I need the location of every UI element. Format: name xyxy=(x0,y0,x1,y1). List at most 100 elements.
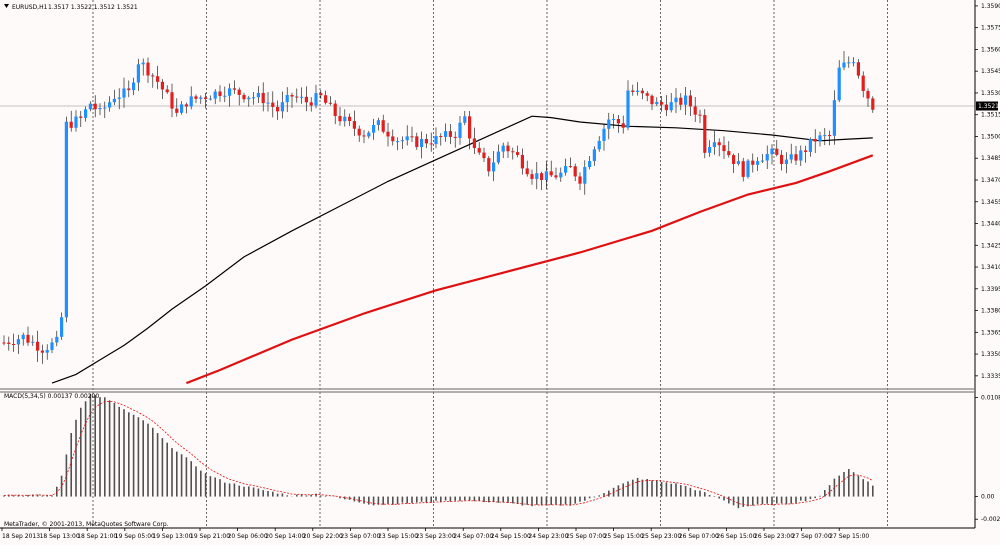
candle[interactable] xyxy=(261,82,265,112)
candle[interactable] xyxy=(660,95,664,112)
candle[interactable] xyxy=(420,131,424,159)
candle[interactable] xyxy=(837,60,841,103)
candle[interactable] xyxy=(583,160,587,195)
candle[interactable] xyxy=(372,118,376,140)
candle[interactable] xyxy=(732,153,736,173)
candle[interactable] xyxy=(607,112,611,140)
candle[interactable] xyxy=(26,326,30,346)
candle[interactable] xyxy=(487,156,491,177)
candle[interactable] xyxy=(112,89,116,106)
candle[interactable] xyxy=(45,344,49,360)
candle[interactable] xyxy=(60,312,64,340)
candle[interactable] xyxy=(746,159,750,179)
candle[interactable] xyxy=(117,88,121,110)
candle[interactable] xyxy=(352,110,356,136)
candle[interactable] xyxy=(693,96,697,122)
candle[interactable] xyxy=(184,102,188,114)
candle[interactable] xyxy=(842,51,846,71)
candle[interactable] xyxy=(16,334,20,354)
candle[interactable] xyxy=(194,94,198,104)
candle[interactable] xyxy=(218,85,222,102)
candle[interactable] xyxy=(12,333,16,352)
candle[interactable] xyxy=(756,157,760,172)
candle[interactable] xyxy=(741,157,745,182)
candle[interactable] xyxy=(828,130,832,146)
candle[interactable] xyxy=(530,169,534,185)
candle[interactable] xyxy=(50,338,54,354)
candle[interactable] xyxy=(439,133,443,146)
candle[interactable] xyxy=(525,160,529,177)
candle[interactable] xyxy=(621,115,625,134)
candle[interactable] xyxy=(727,141,731,158)
candle[interactable] xyxy=(698,109,702,123)
candle[interactable] xyxy=(266,91,270,112)
candle[interactable] xyxy=(304,86,308,112)
candle[interactable] xyxy=(564,158,568,176)
candle[interactable] xyxy=(127,80,131,98)
candle[interactable] xyxy=(453,131,457,148)
candle[interactable] xyxy=(549,160,553,177)
candle[interactable] xyxy=(165,85,169,94)
candle[interactable] xyxy=(93,95,97,118)
candle[interactable] xyxy=(295,88,299,103)
candle[interactable] xyxy=(448,124,452,145)
candle[interactable] xyxy=(544,161,548,190)
candle[interactable] xyxy=(328,96,332,106)
candle[interactable] xyxy=(276,100,280,120)
candle[interactable] xyxy=(285,87,289,113)
candle[interactable] xyxy=(232,80,236,94)
candle[interactable] xyxy=(74,110,78,132)
candle[interactable] xyxy=(664,95,668,116)
candle[interactable] xyxy=(256,86,260,104)
candle[interactable] xyxy=(415,132,419,150)
candle[interactable] xyxy=(64,116,68,323)
candle[interactable] xyxy=(2,335,6,346)
candle[interactable] xyxy=(223,86,227,103)
candle[interactable] xyxy=(511,147,515,160)
candle[interactable] xyxy=(271,91,275,118)
candle[interactable] xyxy=(151,73,155,88)
candle[interactable] xyxy=(588,156,592,170)
candle[interactable] xyxy=(808,137,812,157)
candle[interactable] xyxy=(559,167,563,182)
triangle-down-icon[interactable] xyxy=(4,4,9,8)
candle[interactable] xyxy=(338,107,342,126)
candle[interactable] xyxy=(784,152,788,174)
candle[interactable] xyxy=(31,335,35,346)
candle[interactable] xyxy=(247,96,251,107)
candle[interactable] xyxy=(684,87,688,116)
candle[interactable] xyxy=(136,58,140,91)
candle[interactable] xyxy=(175,98,179,117)
candle[interactable] xyxy=(156,65,160,90)
candle[interactable] xyxy=(823,127,827,146)
candle[interactable] xyxy=(736,153,740,166)
candle[interactable] xyxy=(765,145,769,170)
candle[interactable] xyxy=(357,125,361,142)
candle[interactable] xyxy=(444,123,448,142)
candle[interactable] xyxy=(160,79,164,99)
candle[interactable] xyxy=(650,94,654,111)
candle[interactable] xyxy=(477,142,481,155)
candle[interactable] xyxy=(602,124,606,151)
candle[interactable] xyxy=(180,101,184,115)
candle[interactable] xyxy=(482,147,486,163)
candle[interactable] xyxy=(376,117,380,131)
candle[interactable] xyxy=(189,86,193,110)
candle[interactable] xyxy=(852,57,856,67)
candle[interactable] xyxy=(84,106,88,122)
candle[interactable] xyxy=(463,110,467,126)
candle[interactable] xyxy=(141,58,145,76)
candle[interactable] xyxy=(391,129,395,146)
candle[interactable] xyxy=(626,80,630,131)
candle[interactable] xyxy=(208,95,212,101)
candle[interactable] xyxy=(871,96,875,113)
candle[interactable] xyxy=(36,330,40,362)
candle[interactable] xyxy=(472,127,476,155)
candle[interactable] xyxy=(655,97,659,106)
candle[interactable] xyxy=(396,137,400,151)
candle[interactable] xyxy=(98,103,102,116)
candle[interactable] xyxy=(242,92,246,103)
candle[interactable] xyxy=(468,111,472,150)
candle[interactable] xyxy=(520,148,524,175)
